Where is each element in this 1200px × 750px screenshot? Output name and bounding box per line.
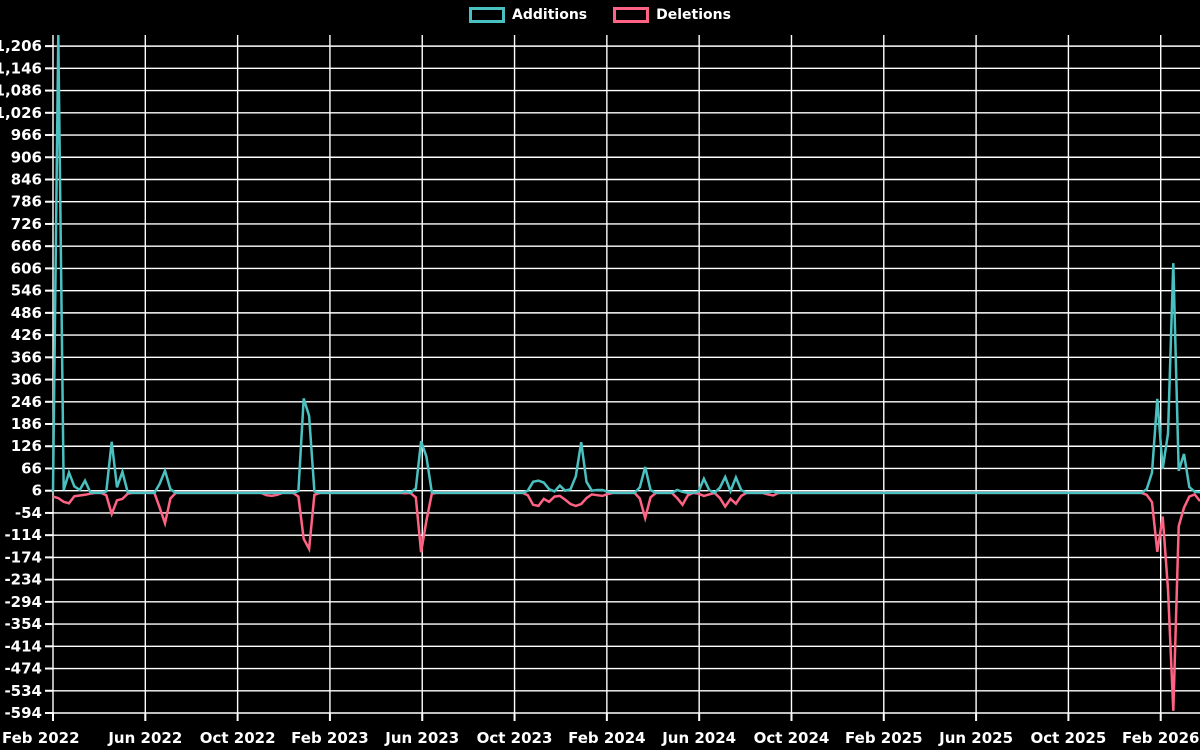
svg-text:-54: -54	[15, 504, 42, 522]
legend-label-additions: Additions	[512, 7, 588, 23]
svg-text:1,086: 1,086	[0, 82, 42, 100]
svg-text:-594: -594	[4, 704, 42, 722]
svg-text:606: 606	[11, 259, 42, 277]
svg-text:-354: -354	[4, 615, 42, 633]
svg-text:Jun 2024: Jun 2024	[661, 729, 736, 747]
svg-text:Feb 2022: Feb 2022	[2, 729, 80, 747]
deletions-swatch-icon	[613, 7, 650, 23]
svg-text:Feb 2024: Feb 2024	[568, 729, 646, 747]
svg-text:-174: -174	[4, 548, 42, 566]
y-gridlines	[45, 45, 1200, 714]
svg-text:1,206: 1,206	[0, 37, 42, 55]
svg-text:-534: -534	[4, 682, 42, 700]
svg-text:486: 486	[11, 304, 42, 322]
additions-line	[51, 34, 1200, 495]
svg-text:1,146: 1,146	[0, 59, 42, 77]
svg-text:Feb 2023: Feb 2023	[291, 729, 369, 747]
svg-text:666: 666	[11, 237, 42, 255]
svg-text:126: 126	[11, 437, 42, 455]
svg-text:6: 6	[32, 482, 42, 500]
svg-text:546: 546	[11, 282, 42, 300]
svg-text:306: 306	[11, 371, 42, 389]
svg-text:66: 66	[21, 459, 42, 477]
additions-swatch-icon	[469, 7, 506, 23]
x-tick-labels: Feb 2022 Jun 2022 Oct 2022 Feb 2023 Jun 2023…	[2, 729, 1199, 747]
svg-text:Feb 2025: Feb 2025	[845, 729, 923, 747]
svg-text:Oct 2022: Oct 2022	[200, 729, 276, 747]
svg-text:-234: -234	[4, 571, 42, 589]
svg-text:966: 966	[11, 126, 42, 144]
svg-text:186: 186	[11, 415, 42, 433]
svg-text:366: 366	[11, 348, 42, 366]
svg-text:786: 786	[11, 193, 42, 211]
svg-text:246: 246	[11, 393, 42, 411]
legend-item-additions[interactable]: Additions	[469, 7, 587, 23]
svg-text:426: 426	[11, 326, 42, 344]
svg-text:Jun 2023: Jun 2023	[384, 729, 459, 747]
svg-text:906: 906	[11, 148, 42, 166]
svg-text:-114: -114	[4, 526, 42, 544]
svg-text:-414: -414	[4, 637, 42, 655]
svg-text:-474: -474	[4, 660, 42, 678]
svg-text:Jun 2025: Jun 2025	[938, 729, 1013, 747]
chart-legend: Additions Deletions	[0, 7, 1200, 23]
legend-item-deletions[interactable]: Deletions	[613, 7, 731, 23]
legend-label-deletions: Deletions	[656, 7, 731, 23]
svg-text:846: 846	[11, 170, 42, 188]
svg-text:-294: -294	[4, 593, 42, 611]
svg-text:Oct 2023: Oct 2023	[477, 729, 553, 747]
x-gridlines	[52, 35, 1162, 721]
svg-text:Feb 2026: Feb 2026	[1122, 729, 1200, 747]
svg-text:Oct 2025: Oct 2025	[1031, 729, 1107, 747]
svg-text:Jun 2022: Jun 2022	[107, 729, 182, 747]
svg-text:726: 726	[11, 215, 42, 233]
svg-text:1,026: 1,026	[0, 104, 42, 122]
svg-text:Oct 2024: Oct 2024	[754, 729, 830, 747]
y-tick-labels: -594 -534 -474 -414 -354 -294 -234 -174 -114 -54 6…	[0, 37, 42, 722]
